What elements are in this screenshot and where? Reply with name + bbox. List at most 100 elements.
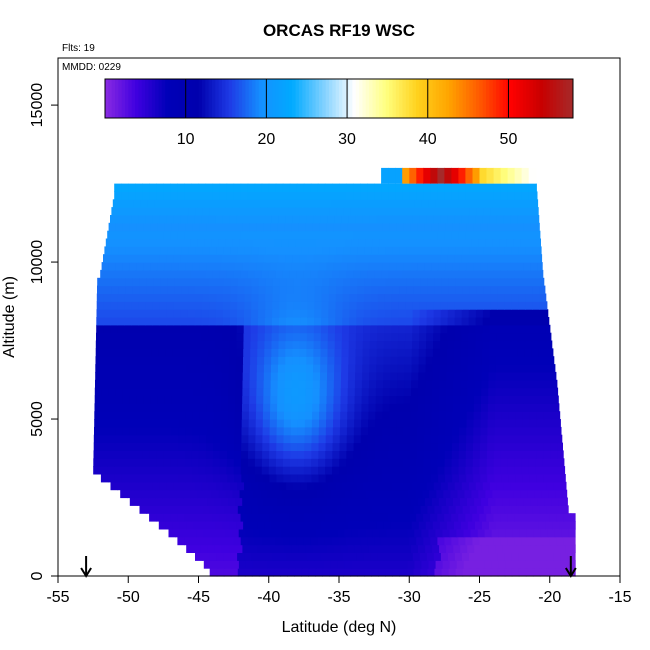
heatmap-cell [351, 199, 360, 208]
heatmap-cell [414, 528, 422, 538]
heatmap-cell [440, 215, 448, 224]
heatmap-cell [401, 489, 409, 499]
heatmap-cell [256, 364, 265, 373]
colorbar-swatch [409, 79, 414, 118]
heatmap-cell [418, 356, 427, 365]
heatmap-cell [496, 254, 504, 263]
heatmap-cell [117, 317, 125, 326]
heatmap-cell [461, 324, 470, 334]
heatmap-cell [136, 474, 144, 483]
colorbar-swatch [415, 79, 420, 118]
heatmap-cell [156, 442, 165, 451]
heatmap-cell [95, 364, 103, 373]
heatmap-cell [461, 254, 469, 263]
heatmap-cell [153, 505, 162, 514]
heatmap-cell [518, 505, 527, 514]
heatmap-cell [288, 560, 296, 569]
heatmap-cell [164, 403, 173, 412]
heatmap-cell [135, 230, 143, 240]
heatmap-cell [246, 238, 254, 247]
heatmap-cell [536, 474, 544, 483]
heatmap-cell [302, 489, 311, 499]
heatmap-cell [510, 317, 519, 326]
heatmap-cell [466, 222, 475, 232]
heatmap-cell [294, 246, 302, 255]
heatmap-cell [382, 387, 391, 396]
heatmap-cell [478, 199, 486, 208]
heatmap-cell [185, 474, 193, 483]
heatmap-cell [231, 528, 240, 538]
heatmap-cell [314, 481, 322, 491]
heatmap-cell [515, 442, 523, 451]
heatmap-cell [304, 442, 312, 451]
heatmap-cell [103, 332, 111, 342]
heatmap-cell [532, 301, 540, 310]
heatmap-cell [186, 356, 195, 365]
heatmap-cell [181, 246, 190, 255]
heatmap-cell [249, 371, 258, 381]
heatmap-cell [553, 552, 561, 561]
heatmap-cell [171, 222, 180, 232]
heatmap-cell [152, 317, 161, 326]
heatmap-cell [423, 450, 432, 459]
heatmap-cell [487, 403, 496, 412]
heatmap-field [93, 167, 576, 577]
heatmap-cell [310, 269, 319, 279]
heatmap-cell [230, 207, 239, 216]
heatmap-cell [532, 285, 541, 294]
heatmap-cell [468, 317, 477, 326]
heatmap-cell [205, 458, 214, 467]
heatmap-cell [367, 450, 376, 459]
heatmap-cell [551, 387, 559, 396]
heatmap-cell [414, 560, 423, 569]
heatmap-cell [318, 450, 326, 459]
heatmap-cell [309, 199, 318, 208]
heatmap-cell [402, 474, 411, 483]
heatmap-cell [388, 230, 396, 240]
heatmap-cell [188, 301, 196, 310]
colorbar-swatch [288, 79, 293, 118]
heatmap-cell [538, 521, 546, 530]
heatmap-cell [258, 301, 266, 310]
heatmap-cell [261, 230, 270, 240]
heatmap-cell [202, 285, 210, 294]
heatmap-cell [428, 199, 437, 208]
heatmap-cell [329, 277, 337, 287]
heatmap-cell [145, 324, 153, 334]
colorbar-swatch [262, 79, 266, 118]
heatmap-cell [458, 513, 466, 522]
heatmap-cell [234, 411, 243, 420]
heatmap-cell [417, 403, 426, 412]
heatmap-cell [465, 269, 473, 279]
heatmap-cell [332, 442, 341, 451]
heatmap-cell [255, 419, 264, 428]
heatmap-cell [149, 183, 157, 192]
heatmap-cell [265, 552, 273, 561]
heatmap-cell [214, 544, 222, 553]
heatmap-cell [208, 309, 217, 318]
heatmap-cell [257, 356, 265, 365]
heatmap-cell [263, 364, 272, 373]
heatmap-cell [110, 317, 118, 326]
heatmap-cell [121, 442, 130, 451]
heatmap-cell [122, 419, 130, 428]
heatmap-cell [152, 481, 161, 491]
heatmap-cell [258, 293, 266, 302]
heatmap-cell [258, 552, 266, 561]
heatmap-cell [411, 387, 419, 396]
heatmap-cell [544, 371, 553, 381]
heatmap-cell [157, 434, 165, 444]
heatmap-cell [117, 215, 125, 224]
heatmap-cell [490, 246, 499, 255]
heatmap-cell [218, 489, 227, 499]
heatmap-cell [261, 458, 270, 467]
heatmap-cell [261, 269, 270, 279]
heatmap-cell [156, 191, 164, 200]
heatmap-cell [261, 513, 270, 522]
heatmap-cell [503, 348, 511, 357]
heatmap-cell [173, 317, 182, 326]
heatmap-cell [328, 301, 337, 310]
heatmap-cell [462, 277, 471, 287]
heatmap-cell [376, 371, 384, 381]
heatmap-cell [368, 403, 377, 412]
